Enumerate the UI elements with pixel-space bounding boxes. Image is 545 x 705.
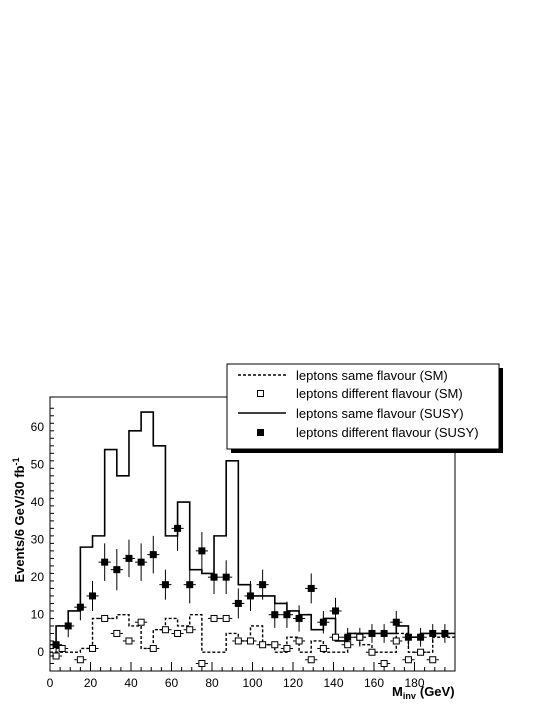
point-susy-different-flavour bbox=[271, 611, 279, 619]
point-susy-different-flavour bbox=[319, 618, 327, 626]
point-susy-different-flavour bbox=[161, 581, 169, 589]
y-axis-title-sup: -1 bbox=[11, 457, 21, 465]
series-sm-same-flavour bbox=[50, 613, 455, 653]
x-tick-label: 80 bbox=[205, 676, 219, 690]
point-susy-different-flavour bbox=[198, 547, 206, 555]
legend-swatch-susy-different bbox=[257, 429, 264, 436]
point-susy-different-flavour bbox=[344, 633, 352, 641]
legend-label-0: leptons same flavour (SM) bbox=[296, 368, 448, 383]
point-sm-different-flavour bbox=[392, 637, 400, 645]
point-susy-different-flavour bbox=[404, 633, 412, 641]
plot-layer bbox=[50, 411, 455, 667]
point-sm-different-flavour bbox=[295, 637, 303, 645]
point-sm-different-flavour bbox=[149, 644, 157, 652]
x-tick-label: 40 bbox=[124, 676, 138, 690]
point-sm-different-flavour bbox=[210, 614, 218, 622]
x-tick-label: 180 bbox=[404, 676, 424, 690]
point-sm-different-flavour bbox=[58, 644, 66, 652]
point-sm-different-flavour bbox=[161, 626, 169, 634]
legend-swatch-sm-different bbox=[257, 390, 264, 397]
point-sm-different-flavour bbox=[368, 648, 376, 656]
point-susy-different-flavour bbox=[113, 566, 121, 574]
y-tick-label: 40 bbox=[31, 495, 45, 509]
legend-label-1: leptons different flavour (SM) bbox=[296, 386, 463, 401]
x-axis-title-sub: inv bbox=[403, 691, 416, 701]
point-sm-different-flavour bbox=[246, 637, 254, 645]
point-susy-different-flavour bbox=[76, 603, 84, 611]
x-tick-label: 0 bbox=[47, 676, 54, 690]
axis-layer: 0 20 40 60 80 100 120 140 160 180 0 10 20 30 40 50 60 bbox=[31, 407, 446, 690]
point-susy-different-flavour bbox=[89, 592, 97, 600]
y-tick-label: 60 bbox=[31, 420, 45, 434]
point-sm-different-flavour bbox=[271, 641, 279, 649]
x-tick-label: 160 bbox=[364, 676, 384, 690]
point-sm-different-flavour bbox=[89, 644, 97, 652]
point-sm-different-flavour bbox=[198, 659, 206, 667]
y-tick-label: 30 bbox=[31, 533, 45, 547]
x-tick-label: 100 bbox=[242, 676, 262, 690]
point-sm-different-flavour bbox=[174, 629, 182, 637]
point-susy-different-flavour bbox=[307, 584, 315, 592]
point-sm-different-flavour bbox=[380, 659, 388, 667]
y-tick-label: 10 bbox=[31, 608, 45, 622]
point-sm-different-flavour bbox=[113, 629, 121, 637]
legend-label-3: leptons different flavour (SUSY) bbox=[296, 425, 479, 440]
x-axis-title-main: M bbox=[392, 684, 403, 699]
point-susy-different-flavour bbox=[52, 641, 60, 649]
y-tick-label: 20 bbox=[31, 570, 45, 584]
point-susy-different-flavour bbox=[259, 581, 267, 589]
point-sm-different-flavour bbox=[259, 641, 267, 649]
point-sm-different-flavour bbox=[186, 626, 194, 634]
y-tick-label: 50 bbox=[31, 458, 45, 472]
point-susy-different-flavour bbox=[222, 573, 230, 581]
legend-box bbox=[226, 363, 500, 450]
x-tick-label: 120 bbox=[283, 676, 303, 690]
point-sm-different-flavour bbox=[332, 633, 340, 641]
point-susy-different-flavour bbox=[295, 614, 303, 622]
point-sm-different-flavour bbox=[137, 618, 145, 626]
point-sm-different-flavour bbox=[101, 614, 109, 622]
point-susy-different-flavour bbox=[368, 629, 376, 637]
x-tick-label: 20 bbox=[84, 676, 98, 690]
point-susy-different-flavour bbox=[64, 622, 72, 630]
point-sm-different-flavour bbox=[429, 656, 437, 664]
point-sm-different-flavour bbox=[76, 656, 84, 664]
point-sm-different-flavour bbox=[319, 644, 327, 652]
point-susy-different-flavour bbox=[186, 581, 194, 589]
point-susy-different-flavour bbox=[210, 573, 218, 581]
point-susy-different-flavour bbox=[101, 558, 109, 566]
y-axis-title-main: Events/6 GeV/30 fb bbox=[12, 465, 27, 582]
point-susy-different-flavour bbox=[283, 611, 291, 619]
x-axis-title: Minv (GeV) bbox=[392, 684, 455, 701]
point-susy-different-flavour bbox=[125, 554, 133, 562]
point-susy-different-flavour bbox=[392, 618, 400, 626]
point-susy-different-flavour bbox=[417, 633, 425, 641]
y-axis-title: Events/6 GeV/30 fb-1 bbox=[11, 457, 27, 582]
y-tick-label: 0 bbox=[37, 645, 44, 659]
x-axis-title-unit: (GeV) bbox=[420, 684, 455, 699]
x-tick-label: 140 bbox=[323, 676, 343, 690]
point-susy-different-flavour bbox=[441, 629, 449, 637]
point-sm-different-flavour bbox=[222, 614, 230, 622]
point-sm-different-flavour bbox=[307, 656, 315, 664]
point-susy-different-flavour bbox=[246, 592, 254, 600]
point-susy-different-flavour bbox=[429, 629, 437, 637]
point-susy-different-flavour bbox=[234, 599, 242, 607]
legend: leptons same flavour (SM) leptons differ… bbox=[226, 363, 503, 453]
legend-label-2: leptons same flavour (SUSY) bbox=[296, 406, 464, 421]
point-sm-different-flavour bbox=[417, 648, 425, 656]
point-susy-different-flavour bbox=[137, 558, 145, 566]
point-sm-different-flavour bbox=[356, 633, 364, 641]
point-sm-different-flavour bbox=[404, 656, 412, 664]
point-sm-different-flavour bbox=[283, 644, 291, 652]
point-sm-different-flavour bbox=[344, 641, 352, 649]
point-susy-different-flavour bbox=[380, 629, 388, 637]
point-susy-different-flavour bbox=[149, 551, 157, 559]
point-sm-different-flavour bbox=[234, 637, 242, 645]
point-susy-different-flavour bbox=[332, 607, 340, 615]
x-tick-label: 60 bbox=[165, 676, 179, 690]
point-susy-different-flavour bbox=[174, 524, 182, 532]
point-sm-different-flavour bbox=[125, 637, 133, 645]
